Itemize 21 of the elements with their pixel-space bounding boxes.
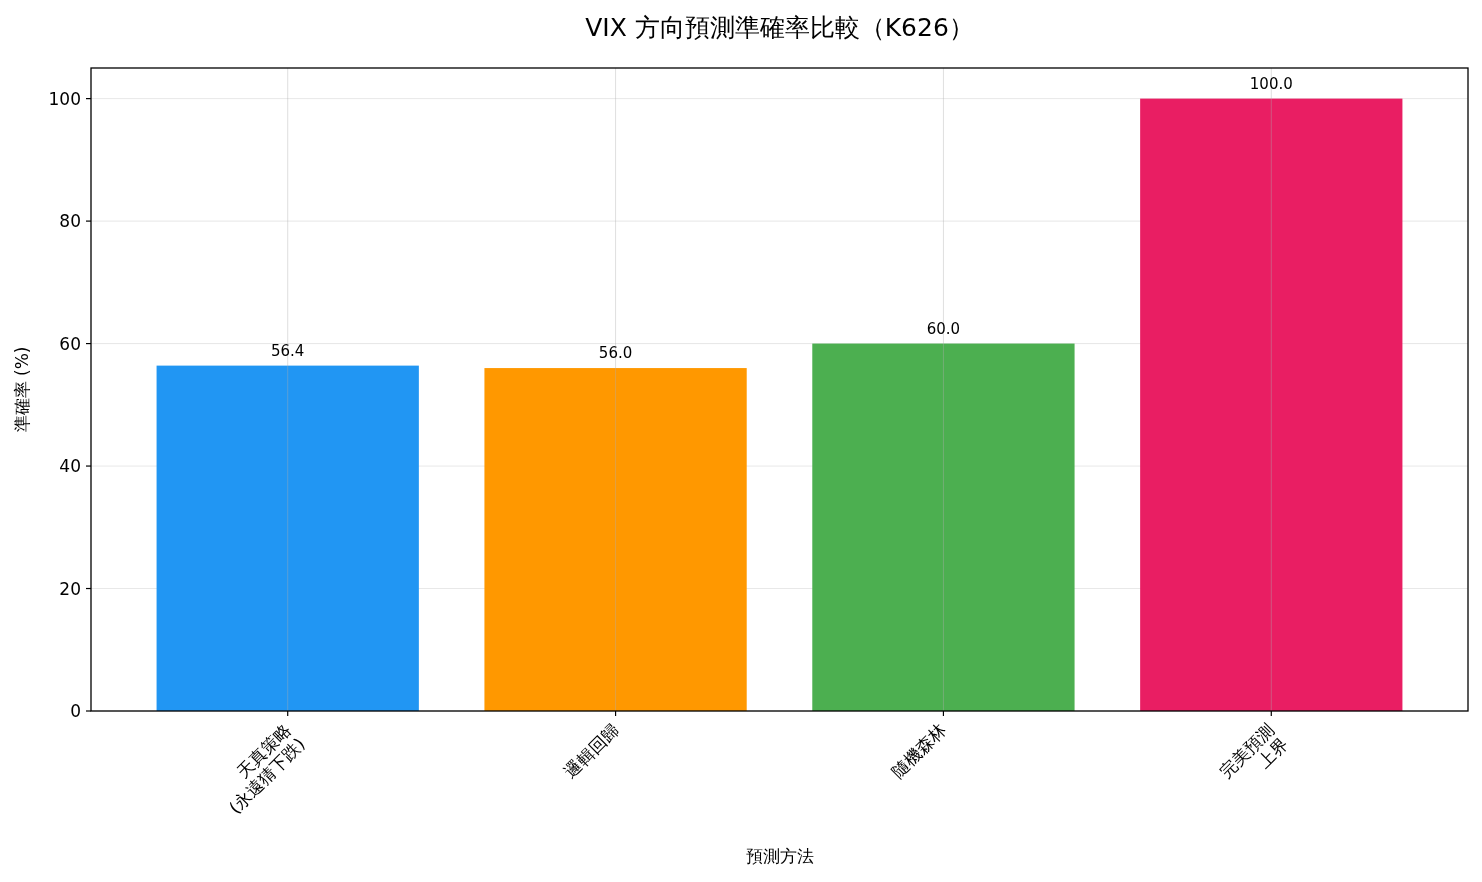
- y-tick-label: 100: [48, 88, 81, 109]
- bar: [156, 365, 419, 711]
- x-axis-title: 預測方法: [745, 846, 814, 866]
- y-tick-label: 0: [70, 701, 81, 721]
- bar: [1140, 98, 1403, 711]
- y-tick-label: 40: [59, 456, 81, 477]
- data-label: 56.4: [271, 341, 305, 360]
- x-tick-label: 天真策略 (永遠猜下跌): [225, 719, 309, 818]
- y-tick-label: 80: [59, 211, 81, 232]
- bar: [484, 368, 747, 711]
- chart-title: VIX 方向預測準確率比較（K626）: [585, 13, 974, 42]
- data-label: 60.0: [926, 319, 961, 338]
- data-label: 56.0: [598, 344, 633, 363]
- x-tick-label: 完美預測 上界: [1215, 719, 1293, 782]
- x-tick-label: 邏輯回歸: [560, 719, 623, 782]
- y-tick-label: 20: [59, 578, 81, 599]
- x-tick-label: 隨機森林: [888, 719, 951, 782]
- bar: [812, 343, 1075, 711]
- data-label: 100.0: [1249, 74, 1293, 93]
- y-axis-title: 準確率 (%): [12, 346, 32, 433]
- y-tick-label: 60: [59, 333, 81, 354]
